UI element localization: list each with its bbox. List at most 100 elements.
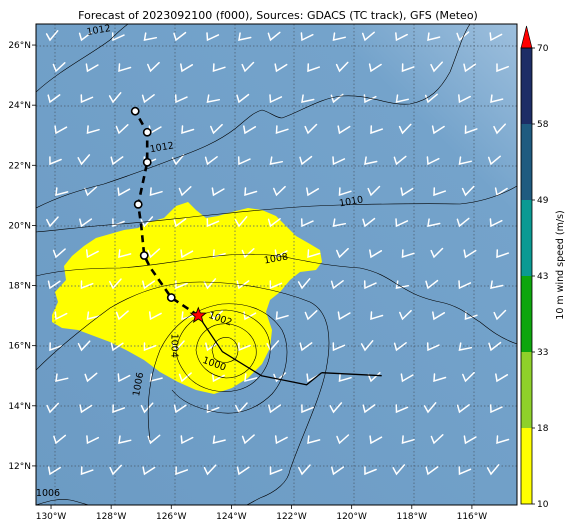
wind-barb	[181, 125, 195, 135]
wind-barb	[367, 185, 381, 197]
wind-barb	[338, 187, 352, 197]
wind-barb	[241, 61, 255, 73]
wind-barb	[178, 372, 192, 383]
wind-barb	[47, 280, 61, 290]
wind-barb	[336, 247, 349, 259]
wind-barb	[55, 187, 69, 197]
wind-barb	[85, 63, 99, 73]
wind-barb	[115, 310, 129, 321]
wind-barb	[275, 125, 289, 135]
lat-tick-label: 16°N	[8, 342, 31, 352]
wind-barb	[236, 93, 250, 104]
wind-barb	[243, 125, 257, 135]
colorbar-tick-label: 33	[537, 348, 548, 358]
wind-barb	[243, 311, 257, 321]
lon-tick-label: 122°W	[276, 512, 307, 522]
lat-tick-label: 24°N	[8, 101, 31, 111]
lon-tick-label: 130°W	[36, 512, 67, 522]
wind-barb	[458, 94, 471, 104]
wind-barb	[54, 311, 68, 321]
wind-barb	[46, 402, 60, 414]
wind-barb	[393, 155, 407, 166]
wind-barb	[52, 62, 66, 73]
wind-barb	[140, 402, 154, 414]
wind-barb	[332, 342, 346, 352]
wind-barb	[463, 249, 477, 259]
wind-barb	[84, 186, 98, 197]
wind-barb	[241, 248, 255, 259]
wind-barb	[181, 311, 195, 321]
wind-barb	[171, 154, 185, 166]
wind-barb	[148, 311, 162, 321]
wind-barb	[173, 404, 187, 414]
wind-barb	[269, 466, 283, 476]
isobar-1012-north	[36, 24, 129, 93]
lon-tick-label: 116°W	[457, 512, 488, 522]
wind-barb	[142, 466, 156, 476]
forecast-position-marker	[139, 251, 149, 260]
wind-barb	[398, 123, 412, 135]
wind-barb	[338, 373, 352, 383]
wind-barb	[117, 187, 131, 197]
map-frame	[35, 23, 518, 506]
wind-barb	[46, 216, 59, 228]
colorbar-extend-arrow	[520, 25, 533, 49]
wind-barb	[77, 340, 91, 352]
isobars	[36, 24, 517, 505]
lat-tick-label: 14°N	[8, 402, 31, 412]
lat-tick-label: 20°N	[8, 221, 31, 231]
wind-barb	[108, 92, 122, 104]
wind-barb	[149, 187, 163, 197]
wind-barb	[400, 373, 414, 383]
wind-barb	[210, 310, 224, 321]
wind-barb	[147, 248, 161, 259]
wind-barb	[360, 340, 374, 352]
isobar-1006-west	[36, 499, 91, 505]
wind-barb	[141, 94, 155, 104]
lon-tick-label: 128°W	[96, 512, 127, 522]
wind-barb	[489, 32, 503, 42]
wind-barb	[401, 249, 415, 259]
wind-barb	[86, 311, 100, 320]
wind-barb	[147, 61, 160, 73]
wind-barb	[269, 156, 284, 165]
wind-barb	[301, 94, 315, 103]
wind-barb	[307, 249, 321, 259]
lat-tick-label: 12°N	[8, 462, 31, 472]
wind-barb	[297, 278, 311, 290]
wind-barb	[331, 466, 345, 476]
wind-barb	[244, 187, 258, 197]
cyclone-track-east	[321, 372, 382, 377]
wind-barb	[79, 218, 93, 228]
wind-barb	[395, 280, 410, 289]
wind-barb	[363, 280, 377, 290]
wind-barb	[47, 94, 61, 104]
wind-barb	[432, 311, 446, 321]
wind-barb	[423, 402, 437, 414]
wind-barb	[433, 187, 447, 197]
wind-barb	[399, 309, 412, 321]
isobar-1004	[147, 303, 288, 441]
colorbar-segments	[521, 48, 532, 504]
wind-barb	[336, 434, 350, 445]
wind-barb	[53, 434, 67, 445]
wind-barb	[307, 435, 321, 445]
wind-barb	[210, 123, 223, 135]
wind-barb	[143, 32, 158, 41]
lon-tick-label: 118°W	[396, 512, 427, 522]
forecast-position-marker	[142, 127, 152, 137]
wind-barb	[175, 280, 188, 290]
wind-barb	[269, 280, 283, 290]
wind-barb	[206, 32, 220, 42]
wind-barb	[80, 280, 94, 290]
wind-barb	[112, 404, 126, 414]
figure-title: Forecast of 2023092100 (f000), Sources: …	[78, 9, 478, 22]
wind-barb	[493, 309, 507, 321]
wind-barb	[362, 217, 376, 228]
wind-barb	[364, 466, 377, 476]
wind-barb	[493, 123, 506, 135]
wind-barb	[206, 404, 220, 414]
wind-barb	[426, 156, 440, 166]
